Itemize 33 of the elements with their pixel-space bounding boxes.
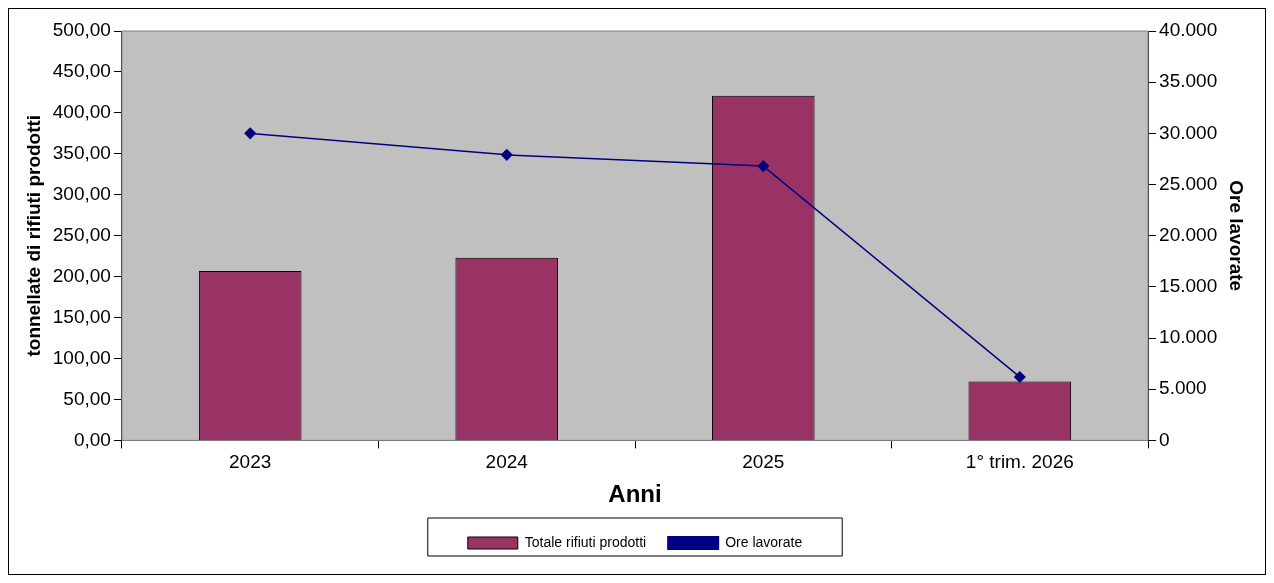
y-tick-label: 300,00: [52, 182, 111, 204]
legend-label: Ore lavorate: [725, 533, 803, 550]
y2-tick-label: 20.000: [1159, 223, 1218, 245]
point: [500, 149, 513, 161]
y2-tick-label: 0: [1159, 428, 1170, 450]
legend-label: Totale rifiuti prodotti: [524, 533, 647, 550]
y-tick-label: 50,00: [63, 387, 111, 409]
y-tick-label: 0,00: [73, 428, 111, 450]
y2-tick-label: 40.000: [1159, 19, 1218, 41]
y-tick-label: 200,00: [52, 264, 111, 286]
y-tick-label: 250,00: [52, 223, 111, 245]
y-tick-label: 350,00: [52, 142, 111, 164]
y2-tick-label: 30.000: [1159, 121, 1218, 143]
x-tick-label: 2024: [485, 451, 529, 473]
y2-tick-label: 35.000: [1159, 70, 1218, 92]
point: [757, 160, 770, 172]
y2-tick-label: 15.000: [1159, 275, 1218, 297]
y2-tick-label: 10.000: [1159, 326, 1218, 348]
x-tick-label: 1° trim. 2026: [965, 451, 1074, 473]
y2-tick-label: 5.000: [1159, 377, 1207, 399]
point: [244, 127, 256, 140]
y-tick-label: 100,00: [52, 346, 111, 368]
x-tick-label: 2025: [742, 451, 785, 473]
y-axis-title: tonnellate di rifiuti prodotti: [22, 114, 44, 357]
y-tick-label: 150,00: [52, 305, 111, 327]
y-tick-label: 500,00: [52, 19, 111, 41]
y-tick-label: 450,00: [52, 60, 111, 82]
y2-axis-title: Ore lavorate: [1226, 180, 1248, 292]
y-tick-label: 400,00: [52, 101, 111, 123]
point: [1014, 371, 1026, 383]
x-axis-title: Anni: [608, 480, 662, 508]
y2-tick-label: 25.000: [1159, 172, 1218, 194]
x-tick-label: 2023: [229, 451, 272, 473]
